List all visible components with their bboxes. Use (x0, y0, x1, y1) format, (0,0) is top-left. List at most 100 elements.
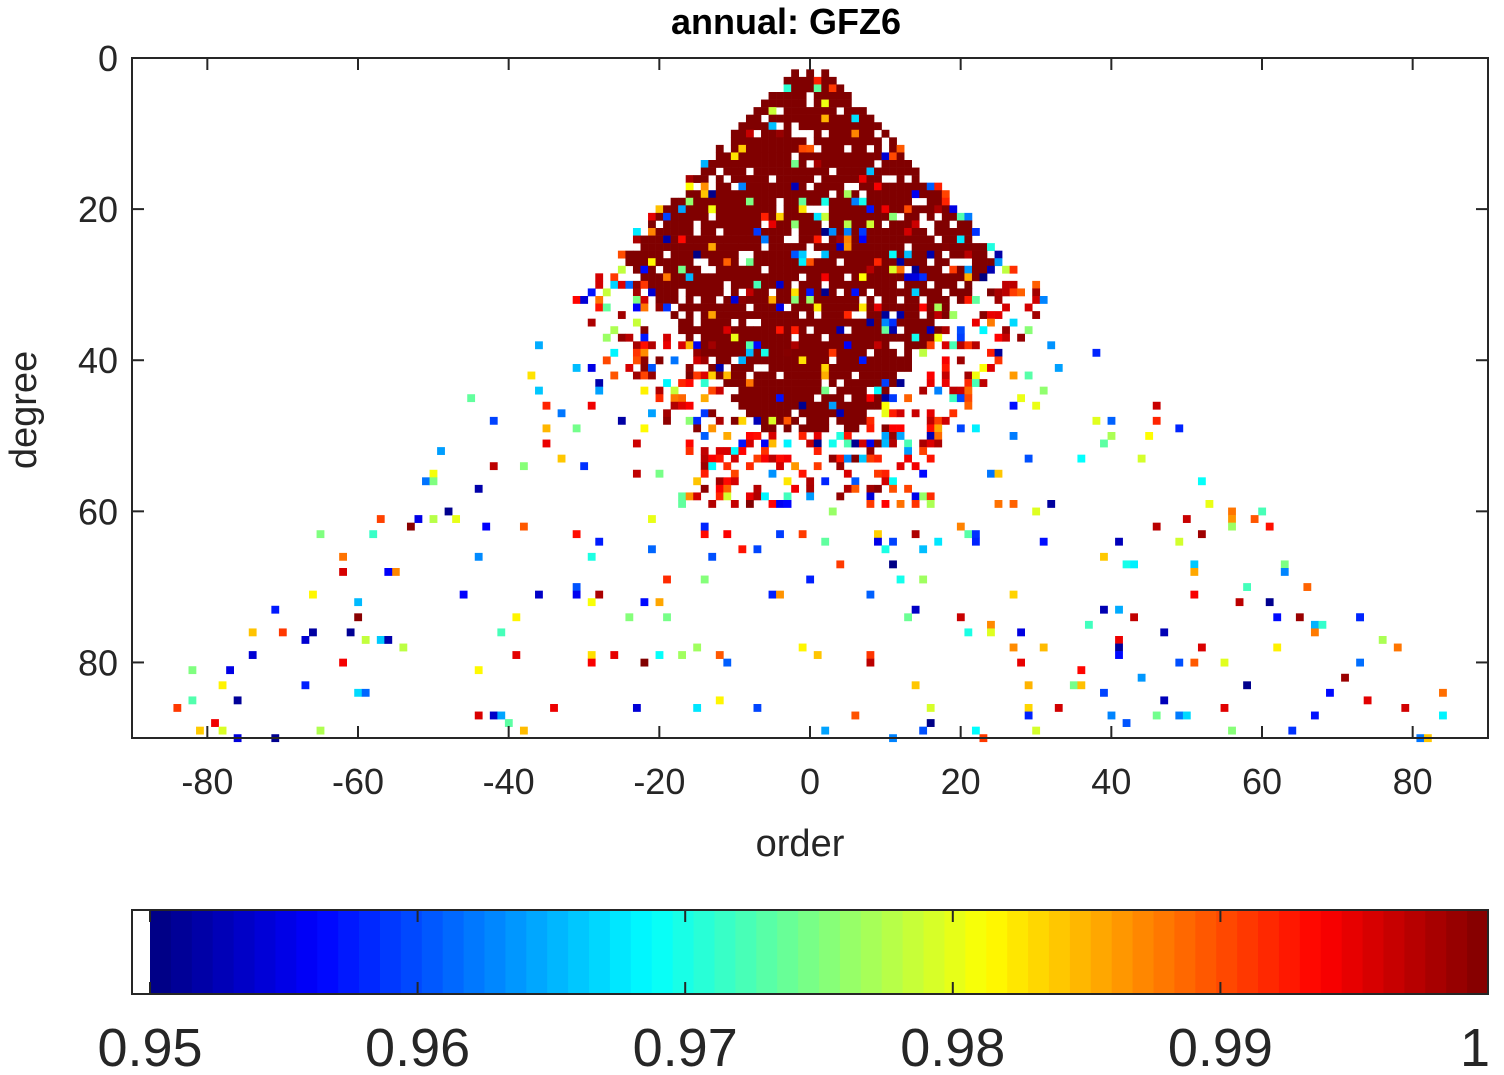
heatmap-cell (1024, 303, 1033, 312)
heatmap-cell (934, 311, 943, 319)
heatmap-cell (715, 303, 724, 312)
heatmap-cell (964, 386, 973, 395)
heatmap-cell (889, 409, 897, 418)
heatmap-cell (745, 462, 754, 471)
heatmap-cell (926, 432, 935, 440)
heatmap-cell (821, 107, 830, 115)
heatmap-cell (821, 76, 830, 85)
heatmap-cell (956, 341, 965, 350)
heatmap-cell (843, 92, 852, 100)
heatmap-cell (828, 220, 837, 229)
heatmap-cell (753, 492, 762, 501)
heatmap-cell (776, 416, 784, 425)
heatmap-cell (798, 356, 807, 365)
heatmap-cell (776, 386, 784, 395)
heatmap-cell (904, 190, 912, 199)
heatmap-cell (1100, 552, 1108, 561)
heatmap-cell (889, 394, 897, 403)
heatmap-cell (798, 288, 807, 297)
heatmap-cell (843, 129, 852, 138)
heatmap-cell (1378, 636, 1387, 644)
heatmap-cell (1115, 643, 1123, 652)
heatmap-cell (776, 590, 784, 599)
heatmap-cell (640, 371, 649, 380)
heatmap-cell (715, 364, 724, 372)
colorbar-segment (379, 910, 402, 994)
heatmap-cell (813, 401, 822, 410)
heatmap-cell (1047, 341, 1056, 350)
heatmap-cell (768, 280, 777, 289)
heatmap-cell (881, 228, 890, 236)
heatmap-cell (640, 296, 649, 304)
heatmap-cell (843, 190, 852, 199)
heatmap-cell (806, 492, 815, 501)
heatmap-cell (745, 364, 754, 372)
heatmap-cell (858, 454, 867, 463)
heatmap-cell (783, 394, 792, 403)
heatmap-cell (783, 84, 792, 93)
heatmap-cell (776, 273, 784, 282)
heatmap-cell (685, 371, 694, 380)
heatmap-cell (813, 114, 822, 123)
colorbar-tick-label: 1 (1460, 1018, 1490, 1075)
heatmap-cell (670, 401, 679, 410)
heatmap-cell (828, 175, 837, 183)
heatmap-cell (956, 326, 965, 335)
colorbar-segment (630, 910, 653, 994)
heatmap-cell (776, 311, 784, 319)
heatmap-cell (904, 160, 912, 168)
heatmap-cell (866, 356, 875, 365)
heatmap-cell (663, 280, 671, 289)
heatmap-cell (821, 167, 830, 176)
heatmap-cell (911, 296, 920, 304)
heatmap-cell (1265, 522, 1274, 531)
heatmap-cell (776, 348, 784, 357)
heatmap-cell (761, 190, 769, 199)
heatmap-cell (858, 220, 867, 229)
heatmap-cell (896, 182, 905, 191)
heatmap-cell (828, 296, 837, 304)
heatmap-cell (1092, 348, 1101, 357)
heatmap-cell (738, 371, 747, 380)
heatmap-cell (715, 386, 724, 395)
heatmap-cell (730, 311, 739, 319)
heatmap-cell (798, 348, 807, 357)
heatmap-cell (874, 318, 882, 327)
heatmap-cell (1115, 537, 1123, 546)
heatmap-cell (730, 364, 739, 372)
heatmap-cell (934, 439, 943, 448)
heatmap-cell (806, 69, 815, 78)
heatmap-cell (670, 220, 679, 229)
heatmap-cell (934, 424, 943, 433)
heatmap-cell (1039, 643, 1048, 652)
heatmap-cell (858, 175, 867, 183)
heatmap-cell (904, 258, 912, 267)
heatmap-cell (753, 303, 762, 312)
heatmap-cell (685, 288, 694, 297)
heatmap-cell (866, 318, 875, 327)
heatmap-cell (339, 552, 347, 561)
heatmap-cell (745, 144, 754, 153)
heatmap-cell (783, 401, 792, 410)
heatmap-cell (776, 296, 784, 304)
heatmap-cell (889, 280, 897, 289)
heatmap-cell (836, 462, 845, 471)
heatmap-cell (700, 303, 709, 312)
heatmap-cell (949, 212, 958, 221)
x-axis-ticks: -80 -60 -40 -20 0 20 40 60 80 (181, 58, 1433, 802)
heatmap-cell (987, 243, 995, 251)
heatmap-cell (663, 265, 671, 274)
heatmap-cell (926, 492, 935, 501)
heatmap-cell (730, 296, 739, 304)
heatmap-cell (768, 114, 777, 123)
heatmap-cell (678, 280, 686, 289)
heatmap-cell (964, 379, 973, 387)
heatmap-cell (745, 265, 754, 274)
heatmap-cell (821, 212, 830, 221)
heatmap-cell (828, 92, 837, 100)
heatmap-cell (911, 288, 920, 297)
heatmap-cell (708, 258, 717, 267)
colorbar-segment (693, 910, 716, 994)
heatmap-cell (806, 167, 815, 176)
heatmap-cell (904, 288, 912, 297)
